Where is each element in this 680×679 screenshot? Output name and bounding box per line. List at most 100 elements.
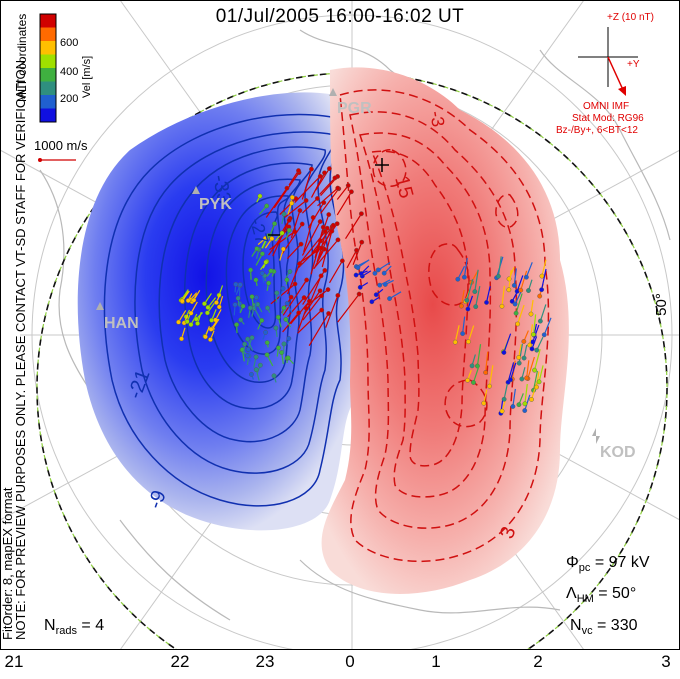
vector-origin: [322, 171, 326, 175]
vector-origin: [462, 275, 466, 279]
vector-origin: [282, 306, 286, 310]
vector-origin: [287, 218, 291, 222]
vector-origin: [254, 367, 258, 371]
vector-origin: [359, 212, 363, 216]
vector-origin: [264, 260, 268, 264]
vector-origin: [326, 311, 330, 315]
vector-origin: [532, 368, 536, 372]
vector-origin: [285, 278, 289, 282]
mlt-tick: 23: [256, 652, 275, 672]
vector-origin: [208, 337, 212, 341]
vector-origin: [298, 208, 302, 212]
vector-origin: [255, 246, 259, 250]
vector-origin: [266, 281, 270, 285]
vector-origin: [378, 283, 382, 287]
mlt-tick: 2: [533, 652, 542, 672]
vector-origin: [356, 265, 360, 269]
vector-origin: [336, 186, 340, 190]
cross-polar-cap-potential: Φpc = 97 kV: [566, 554, 650, 574]
vector-origin: [482, 401, 486, 405]
stat-symbol: N: [44, 617, 56, 634]
vector-origin: [327, 212, 331, 216]
vector-origin: [354, 248, 358, 252]
fit-order-note: FitOrder: 8, mapEX format: [1, 488, 14, 640]
contour-label: -3: [426, 109, 448, 128]
vector-origin: [370, 300, 374, 304]
vector-origin: [522, 339, 526, 343]
reference-vector-label: 1000 m/s: [34, 138, 88, 153]
vector-origin: [280, 231, 284, 235]
vector-origin: [189, 322, 193, 326]
vector-origin: [500, 409, 504, 413]
vector-origin: [517, 355, 521, 359]
vector-origin: [265, 353, 269, 357]
vector-origin: [289, 295, 293, 299]
vector-origin: [335, 222, 339, 226]
vector-origin: [340, 259, 344, 263]
vector-origin: [357, 292, 361, 296]
vector-origin: [517, 402, 521, 406]
vector-origin: [233, 303, 237, 307]
vector-origin: [176, 320, 180, 324]
vector-origin: [535, 348, 539, 352]
vector-origin: [529, 312, 533, 316]
color-scale-segment: [40, 41, 56, 55]
preview-note: NOTE: FOR PREVIEW PURPOSES ONLY. PLEASE …: [14, 56, 27, 640]
vector-origin: [511, 404, 515, 408]
vector-origin: [376, 268, 380, 272]
vector-origin: [180, 299, 184, 303]
stat-symbol: Λ: [566, 585, 577, 602]
vector-origin: [360, 240, 364, 244]
mlt-tick: 22: [171, 652, 190, 672]
vector-origin: [287, 336, 291, 340]
color-scale-tick: 200: [60, 93, 78, 105]
vector-origin: [512, 283, 516, 287]
vector-origin: [265, 306, 269, 310]
vector-origin: [519, 288, 523, 292]
stat-value: = 97 kV: [590, 554, 649, 571]
vector-origin: [520, 377, 524, 381]
vector-origin: [502, 350, 506, 354]
vector-origin: [502, 397, 506, 401]
vector-count: Nvc = 330: [570, 617, 638, 637]
imf-model-label: Stat Mod: RG96: [572, 113, 644, 124]
vector-origin: [289, 201, 293, 205]
vector-origin: [319, 308, 323, 312]
vector-origin: [354, 273, 358, 277]
vector-origin: [296, 168, 300, 172]
vector-origin: [540, 274, 544, 278]
imf-source-label: OMNI IMF: [583, 101, 629, 112]
vector-origin: [300, 222, 304, 226]
vector-origin: [349, 190, 353, 194]
vector-origin: [281, 247, 285, 251]
vector-origin: [524, 275, 528, 279]
vector-origin: [459, 304, 463, 308]
vector-origin: [466, 340, 470, 344]
vector-origin: [241, 304, 245, 308]
vector-origin: [524, 376, 528, 380]
vector-origin: [309, 167, 313, 171]
stat-subscript: vc: [582, 625, 593, 637]
vector-origin: [327, 166, 331, 170]
imf-y-label: +Y: [627, 59, 640, 70]
vector-origin: [245, 337, 249, 341]
vector-origin: [318, 289, 322, 293]
vector-origin: [522, 356, 526, 360]
vector-origin: [307, 299, 311, 303]
vector-origin: [272, 221, 276, 225]
vector-origin: [523, 408, 527, 412]
vector-origin: [382, 271, 386, 275]
vector-origin: [276, 346, 280, 350]
vector-origin: [318, 174, 322, 178]
vector-origin: [285, 301, 289, 305]
mlt-tick: 3: [661, 652, 670, 672]
vector-origin: [487, 384, 491, 388]
radar-label-kod: KOD: [600, 444, 636, 461]
stat-subscript: HM: [577, 593, 594, 605]
radar-label-pgr: PGR: [337, 100, 372, 117]
vector-origin: [236, 296, 240, 300]
vector-origin: [286, 356, 290, 360]
vector-origin: [287, 228, 291, 232]
vector-origin: [245, 354, 249, 358]
